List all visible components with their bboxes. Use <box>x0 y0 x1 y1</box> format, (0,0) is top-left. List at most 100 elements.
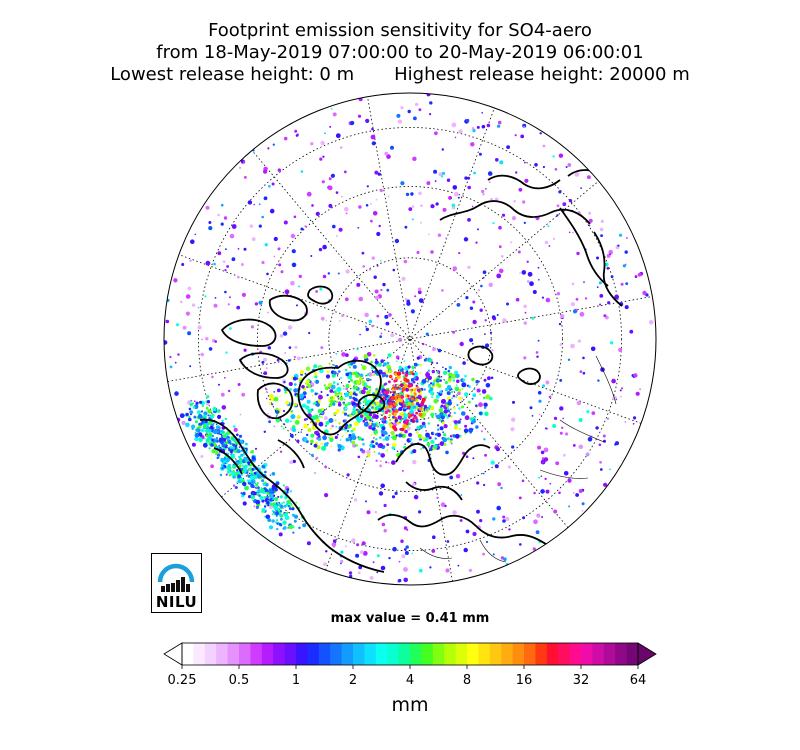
sensitivity-cell <box>369 378 372 381</box>
sensitivity-cell <box>370 360 373 364</box>
sensitivity-cell <box>348 391 350 394</box>
sensitivity-cell <box>458 129 463 134</box>
sensitivity-cell <box>306 399 311 404</box>
sensitivity-cell <box>459 418 462 421</box>
sensitivity-cell <box>331 424 334 428</box>
colorbar-cell <box>489 643 502 665</box>
sensitivity-cell <box>524 178 529 183</box>
sensitivity-cell <box>238 455 241 459</box>
sensitivity-cell <box>384 410 388 415</box>
sensitivity-cell <box>191 424 196 429</box>
sensitivity-cell <box>439 412 444 416</box>
sensitivity-cell <box>475 241 478 244</box>
sensitivity-cell <box>461 405 464 409</box>
sensitivity-cell <box>411 552 414 555</box>
sensitivity-cell <box>443 424 448 429</box>
sensitivity-cell <box>412 417 415 420</box>
sensitivity-cell <box>328 362 331 365</box>
sensitivity-cell <box>553 416 558 420</box>
sensitivity-cell <box>442 171 445 175</box>
sensitivity-cell <box>387 409 390 412</box>
sensitivity-cell <box>334 392 339 397</box>
sensitivity-cell <box>276 388 281 393</box>
sensitivity-cell <box>326 394 329 397</box>
sensitivity-cell <box>457 564 460 567</box>
sensitivity-cell <box>568 505 571 508</box>
sensitivity-cell <box>537 266 540 269</box>
sensitivity-cell <box>389 391 392 394</box>
sensitivity-cell <box>496 505 502 511</box>
sensitivity-cell <box>521 270 527 275</box>
sensitivity-cell <box>505 516 510 522</box>
sensitivity-cell <box>192 402 195 405</box>
sensitivity-cell <box>256 474 261 479</box>
sensitivity-cell <box>351 538 356 543</box>
sensitivity-cell <box>344 368 348 372</box>
sensitivity-cell <box>300 227 304 231</box>
colorbar-tick-label: 8 <box>463 673 471 688</box>
sensitivity-cell <box>231 449 234 452</box>
sensitivity-cell <box>204 438 206 440</box>
sensitivity-cell <box>366 373 370 377</box>
sensitivity-cell <box>607 301 611 305</box>
sensitivity-cell <box>519 543 522 546</box>
sensitivity-cell <box>396 384 400 388</box>
sensitivity-cell <box>338 370 341 373</box>
sensitivity-cell <box>549 482 552 485</box>
sensitivity-cell <box>415 387 418 390</box>
sensitivity-cell <box>461 411 466 416</box>
sensitivity-cell <box>366 388 369 391</box>
sensitivity-cell <box>498 225 502 230</box>
sensitivity-cell <box>442 431 445 434</box>
sensitivity-cell <box>375 388 378 391</box>
sensitivity-cell <box>282 409 286 413</box>
sensitivity-cell <box>251 492 254 495</box>
sensitivity-cell <box>253 460 256 463</box>
sensitivity-cell <box>431 361 434 364</box>
sensitivity-cell <box>587 454 589 456</box>
sensitivity-cell <box>343 387 345 390</box>
sensitivity-cell <box>360 389 366 395</box>
sensitivity-cell <box>393 402 397 406</box>
sensitivity-cell <box>382 413 385 415</box>
sensitivity-cell <box>401 390 404 393</box>
sensitivity-cell <box>190 239 195 244</box>
sensitivity-cell <box>358 296 364 302</box>
sensitivity-cell <box>205 337 209 341</box>
sensitivity-cell <box>395 399 400 404</box>
sensitivity-cell <box>356 543 360 547</box>
sensitivity-cell <box>624 250 628 254</box>
sensitivity-cell <box>362 383 364 386</box>
colorbar-cell <box>535 643 548 665</box>
sensitivity-cell <box>579 370 583 373</box>
sensitivity-cell <box>396 396 399 399</box>
sensitivity-cell <box>336 382 339 385</box>
sensitivity-cell <box>227 440 232 444</box>
sensitivity-cell <box>265 514 271 520</box>
sensitivity-cell <box>276 501 279 504</box>
sensitivity-cell <box>259 496 264 501</box>
sensitivity-cell <box>296 304 298 307</box>
sensitivity-cell <box>614 294 619 300</box>
sensitivity-cell <box>407 401 412 406</box>
sensitivity-cell <box>481 124 486 129</box>
sensitivity-cell <box>332 112 337 117</box>
sensitivity-cell <box>374 414 379 420</box>
sensitivity-cell <box>435 378 440 383</box>
sensitivity-cell <box>242 161 246 164</box>
sensitivity-cell <box>332 402 336 406</box>
sensitivity-cell <box>356 380 361 385</box>
sensitivity-cell <box>368 412 373 417</box>
sensitivity-cell <box>222 422 225 425</box>
sensitivity-cell <box>429 101 433 105</box>
globe-outline <box>163 92 657 586</box>
sensitivity-cell <box>518 496 522 500</box>
colorbar-tick-label: 2 <box>349 673 357 688</box>
sensitivity-cell <box>558 322 562 326</box>
sensitivity-cell <box>455 474 461 479</box>
sensitivity-cell <box>224 269 227 272</box>
sensitivity-cell <box>244 485 250 491</box>
colorbar-tick-label: 64 <box>630 673 647 688</box>
sensitivity-cell <box>385 374 389 378</box>
sensitivity-cell <box>436 371 439 374</box>
